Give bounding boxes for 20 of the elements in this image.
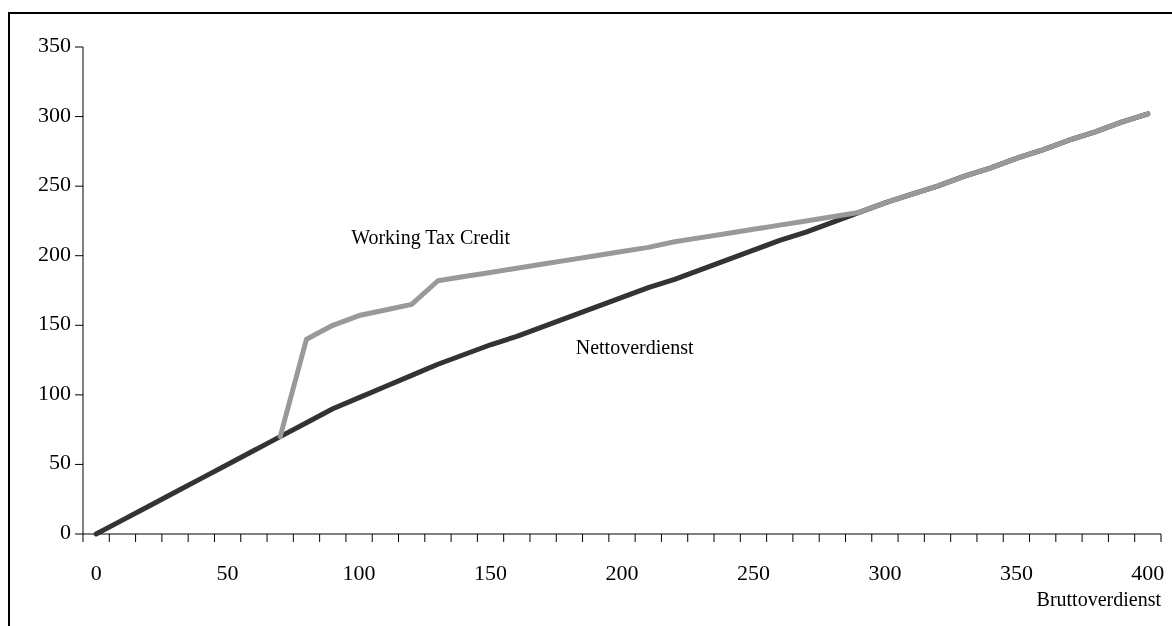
y-tick-label: 100 bbox=[38, 379, 71, 405]
x-tick-label: 300 bbox=[868, 560, 902, 586]
x-tick-label: 250 bbox=[736, 560, 770, 586]
x-axis-title: Bruttoverdienst bbox=[1036, 587, 1162, 610]
x-tick-label: 350 bbox=[999, 560, 1033, 586]
series-label: Working Tax Credit bbox=[351, 225, 511, 249]
y-tick-label: 0 bbox=[60, 519, 71, 545]
y-tick-label: 200 bbox=[38, 240, 71, 266]
x-tick-label: 400 bbox=[1131, 560, 1165, 586]
y-tick-label: 250 bbox=[38, 171, 71, 197]
x-tick-label: 0 bbox=[90, 560, 102, 586]
x-tick-label: 150 bbox=[474, 560, 508, 586]
y-tick-label: 350 bbox=[38, 32, 71, 58]
x-tick-label: 200 bbox=[605, 560, 639, 586]
y-tick-label: 300 bbox=[38, 101, 71, 127]
y-tick-label: 150 bbox=[38, 310, 71, 336]
series-label: Nettoverdienst bbox=[575, 336, 694, 359]
x-tick-label: 50 bbox=[216, 560, 239, 586]
y-tick-label: 50 bbox=[49, 449, 71, 475]
x-tick-label: 100 bbox=[342, 560, 376, 586]
